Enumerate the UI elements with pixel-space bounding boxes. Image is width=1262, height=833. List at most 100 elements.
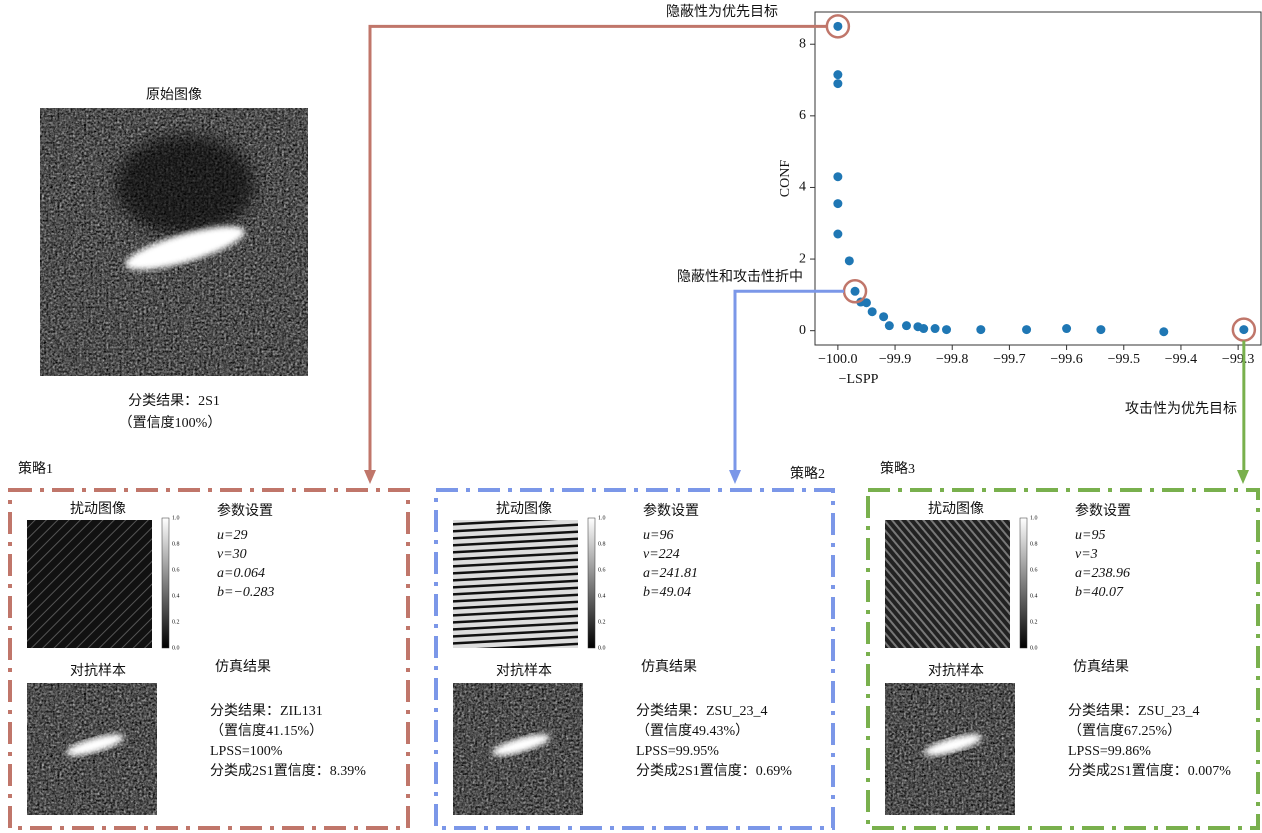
adv-title: 对抗样本 — [70, 663, 126, 679]
result-title: 仿真结果 — [641, 659, 697, 675]
result: LPSS=99.86% — [1068, 744, 1151, 759]
y-tick-label: 4 — [799, 180, 806, 195]
param: b=−0.283 — [217, 585, 274, 600]
y-tick-label: 8 — [799, 36, 806, 51]
param: a=241.81 — [643, 566, 698, 581]
perturb-image — [453, 520, 578, 648]
perturb-image — [27, 520, 152, 648]
colorbar-tick-label: 0.4 — [598, 593, 606, 599]
param: u=29 — [217, 528, 247, 543]
x-axis-label: −LSPP — [839, 372, 879, 387]
colorbar-tick-label: 0.0 — [172, 645, 180, 651]
strategy-panel: 策略1 扰动图像 0.0 0.2 0.4 0.6 0.8 1.0 参数设置 u=29 v=30 a=0… — [10, 460, 408, 828]
point — [833, 230, 842, 239]
colorbar-tick-label: 0.2 — [598, 619, 606, 625]
param: a=0.064 — [217, 566, 265, 581]
param: v=224 — [643, 547, 680, 562]
adv-image — [27, 683, 157, 815]
annotation: 攻击性为优先目标 — [1125, 401, 1237, 417]
strategy-panel: 策略3扰动图像0.00.20.40.60.81.0参数设置u=95v=3a=23… — [868, 460, 1258, 828]
colorbar-tick-label: 0.6 — [1030, 567, 1038, 573]
colorbar-tick-label: 0.8 — [1030, 541, 1038, 547]
point — [833, 22, 842, 31]
result: （置信度67.25%） — [1068, 723, 1181, 739]
point — [919, 324, 928, 333]
param: b=40.07 — [1075, 585, 1124, 600]
original-title: 原始图像 — [146, 87, 202, 103]
result-title: 仿真结果 — [215, 659, 271, 675]
point — [902, 321, 911, 330]
x-tick-label: −99.6 — [1050, 352, 1082, 367]
result: 分类成2S1置信度：8.39% — [210, 763, 366, 779]
original-image — [40, 108, 308, 376]
result: （置信度49.43%） — [636, 723, 749, 739]
connector-line — [370, 26, 827, 476]
connector — [729, 291, 844, 484]
connector — [364, 26, 827, 484]
point — [868, 307, 877, 316]
colorbar-tick-label: 0.8 — [598, 541, 606, 547]
point — [845, 256, 854, 265]
point — [851, 287, 860, 296]
point — [1022, 325, 1031, 334]
param: u=96 — [643, 528, 673, 543]
figure: 原始图像 分类结果：2S1 （置信度100%） 02468−100.0−99.9… — [0, 0, 1262, 833]
point — [1159, 327, 1168, 336]
point — [833, 199, 842, 208]
y-axis-label: CONF — [778, 160, 793, 198]
colorbar — [1020, 518, 1027, 648]
x-tick-label: −99.4 — [1165, 352, 1197, 367]
point — [885, 321, 894, 330]
perturb-image — [885, 520, 1010, 648]
perturb-title: 扰动图像 — [928, 501, 984, 517]
colorbar-tick-label: 0.6 — [172, 567, 180, 573]
adv-image — [453, 683, 583, 815]
params-title: 参数设置 — [643, 502, 699, 519]
adv-title: 对抗样本 — [928, 663, 984, 679]
result: 分类成2S1置信度：0.007% — [1068, 763, 1231, 779]
panel-label: 策略1 — [18, 460, 53, 477]
colorbar-tick-label: 1.0 — [172, 515, 180, 521]
result: 分类结果：ZSU_23_4 — [1068, 703, 1199, 719]
point — [1096, 325, 1105, 334]
result: 分类结果：ZIL131 — [210, 703, 323, 719]
colorbar — [162, 518, 169, 648]
perturb-title: 扰动图像 — [496, 501, 552, 517]
param: v=30 — [217, 547, 247, 562]
point — [833, 79, 842, 88]
original-panel: 原始图像 分类结果：2S1 （置信度100%） — [40, 87, 308, 431]
colorbar-tick-label: 1.0 — [1030, 515, 1038, 521]
annotation: 隐蔽性为优先目标 — [666, 4, 778, 20]
perturb-title: 扰动图像 — [70, 501, 126, 517]
y-tick-label: 6 — [799, 108, 806, 123]
annotation: 隐蔽性和攻击性折中 — [677, 269, 803, 285]
adv-title: 对抗样本 — [496, 663, 552, 679]
original-confidence: （置信度100%） — [119, 415, 222, 431]
param: a=238.96 — [1075, 566, 1130, 581]
colorbar-tick-label: 0.8 — [172, 541, 180, 547]
x-tick-label: −99.7 — [993, 352, 1025, 367]
colorbar-tick-label: 0.2 — [1030, 619, 1038, 625]
colorbar-tick-label: 0.4 — [172, 593, 180, 599]
colorbar — [588, 518, 595, 648]
x-tick-label: −100.0 — [818, 352, 857, 367]
point — [1239, 325, 1248, 334]
point — [879, 312, 888, 321]
point — [942, 325, 951, 334]
colorbar-tick-label: 0.2 — [172, 619, 180, 625]
x-tick-label: −99.8 — [936, 352, 968, 367]
x-tick-label: −99.5 — [1108, 352, 1140, 367]
plot-frame — [815, 12, 1261, 345]
point — [976, 325, 985, 334]
result: 分类结果：ZSU_23_4 — [636, 703, 767, 719]
y-tick-label: 2 — [799, 251, 806, 266]
point — [931, 324, 940, 333]
param: u=95 — [1075, 528, 1105, 543]
x-tick-label: −99.3 — [1222, 352, 1254, 367]
params-title: 参数设置 — [217, 502, 273, 519]
arrow-head — [729, 470, 741, 484]
panel-label: 策略2 — [790, 465, 825, 482]
param: v=3 — [1075, 547, 1098, 562]
params-title: 参数设置 — [1075, 502, 1131, 519]
